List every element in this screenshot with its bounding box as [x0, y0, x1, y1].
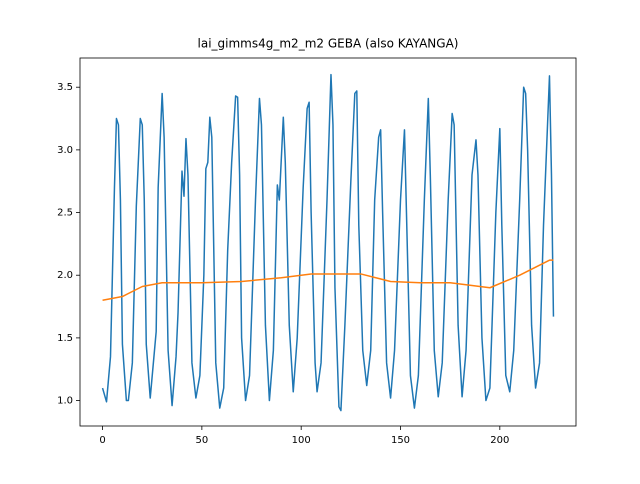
y-tick-label: 3.5: [57, 82, 73, 93]
x-tick-label: 150: [391, 435, 410, 446]
y-tick-label: 2.5: [57, 208, 73, 219]
y-tick-label: 1.5: [57, 333, 73, 344]
x-tick-label: 50: [195, 435, 208, 446]
line-series: [102, 259, 554, 302]
chart-title: lai_gimms4g_m2_m2 GEBA (also KAYANGA): [198, 37, 459, 51]
plot-frame: [79, 57, 577, 427]
y-tick-label: 1.0: [57, 396, 73, 407]
y-tick-label: 2.0: [57, 270, 73, 281]
line-series: [101, 73, 555, 412]
x-tick-label: 100: [292, 435, 311, 446]
y-tick-label: 3.0: [57, 145, 73, 156]
x-tick-label: 0: [99, 435, 105, 446]
x-tick-label: 200: [490, 435, 509, 446]
